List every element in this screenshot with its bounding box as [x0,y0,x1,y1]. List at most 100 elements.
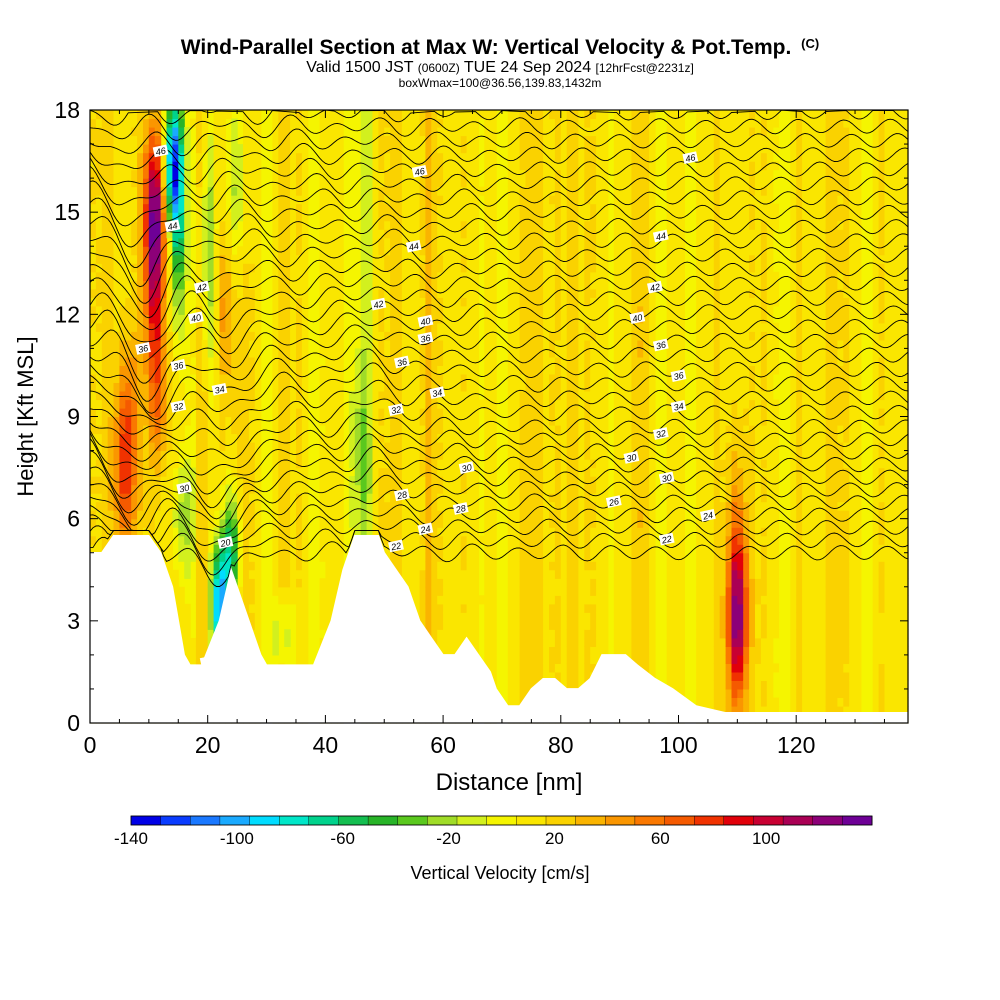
velocity-cell [95,237,103,247]
velocity-cell [319,603,326,613]
velocity-cell [507,169,515,179]
velocity-cell [243,212,250,222]
velocity-cell [237,246,244,256]
velocity-cell [154,195,162,205]
velocity-cell [95,178,103,188]
velocity-cell [166,127,173,137]
velocity-cell [560,118,568,128]
velocity-cell [319,510,326,520]
velocity-cell [431,237,438,247]
velocity-cell [366,237,374,247]
velocity-cell [484,612,491,622]
velocity-cell [325,220,332,230]
velocity-cell [513,501,521,511]
velocity-cell [525,322,532,332]
velocity-cell [166,433,173,443]
velocity-cell [254,552,262,562]
velocity-cell [143,425,150,435]
velocity-cell [148,399,156,409]
velocity-cell [243,595,250,605]
velocity-cell [113,169,120,179]
velocity-cell [425,356,432,366]
velocity-cell [254,186,262,196]
velocity-cell [107,246,115,256]
velocity-cell [437,586,444,596]
velocity-cell [290,586,297,596]
velocity-cell [184,603,191,613]
velocity-cell [296,527,303,537]
velocity-cell [413,399,421,409]
velocity-cell [431,629,438,639]
velocity-cell [243,450,250,460]
velocity-cell [554,373,562,383]
velocity-cell [154,314,162,324]
velocity-cell [296,314,303,324]
velocity-cell [413,161,421,171]
velocity-cell [554,391,562,401]
velocity-cell [290,484,297,494]
velocity-cell [237,382,244,392]
velocity-cell [490,152,497,162]
velocity-cell [472,408,479,418]
velocity-cell [554,544,562,554]
velocity-cell [396,476,403,486]
velocity-cell [137,246,144,256]
velocity-cell [166,186,173,196]
velocity-cell [554,118,562,128]
velocity-cell [554,671,562,681]
velocity-cell [378,144,385,154]
velocity-cell [337,161,344,171]
velocity-cell [366,501,374,511]
velocity-cell [437,161,444,171]
velocity-cell [531,118,538,128]
velocity-cell [301,339,309,349]
velocity-cell [425,476,432,486]
velocity-cell [549,603,556,613]
velocity-cell [325,203,332,213]
velocity-cell [213,203,221,213]
velocity-cell [484,314,491,324]
velocity-cell [201,484,209,494]
velocity-cell [113,118,120,128]
velocity-cell [407,263,415,273]
velocity-cell [537,637,544,647]
velocity-cell [113,527,120,537]
velocity-cell [360,127,368,137]
velocity-cell [566,646,574,656]
velocity-cell [243,186,250,196]
velocity-cell [360,348,368,358]
velocity-cell [401,186,409,196]
velocity-cell [513,544,521,554]
velocity-cell [90,476,97,486]
velocity-cell [143,127,150,137]
velocity-cell [384,127,391,137]
velocity-cell [143,322,150,332]
velocity-cell [119,382,126,392]
velocity-cell [549,459,556,469]
velocity-cell [278,586,285,596]
velocity-cell [431,161,438,171]
velocity-cell [537,663,544,673]
velocity-cell [543,603,550,613]
velocity-cell [272,382,279,392]
velocity-cell [384,510,391,520]
velocity-cell [172,254,179,264]
velocity-cell [507,459,515,469]
velocity-cell [513,637,521,647]
velocity-cell [219,212,226,222]
velocity-cell [525,314,532,324]
velocity-cell [360,263,368,273]
velocity-cell [549,595,556,605]
velocity-cell [101,399,109,409]
velocity-cell [172,280,179,290]
velocity-cell [531,229,538,239]
velocity-cell [507,263,515,273]
velocity-cell [290,527,297,537]
velocity-cell [472,552,479,562]
velocity-cell [143,305,150,315]
velocity-cell [337,263,344,273]
velocity-cell [154,493,162,503]
velocity-cell [537,339,544,349]
velocity-cell [554,578,562,588]
velocity-cell [184,127,191,137]
